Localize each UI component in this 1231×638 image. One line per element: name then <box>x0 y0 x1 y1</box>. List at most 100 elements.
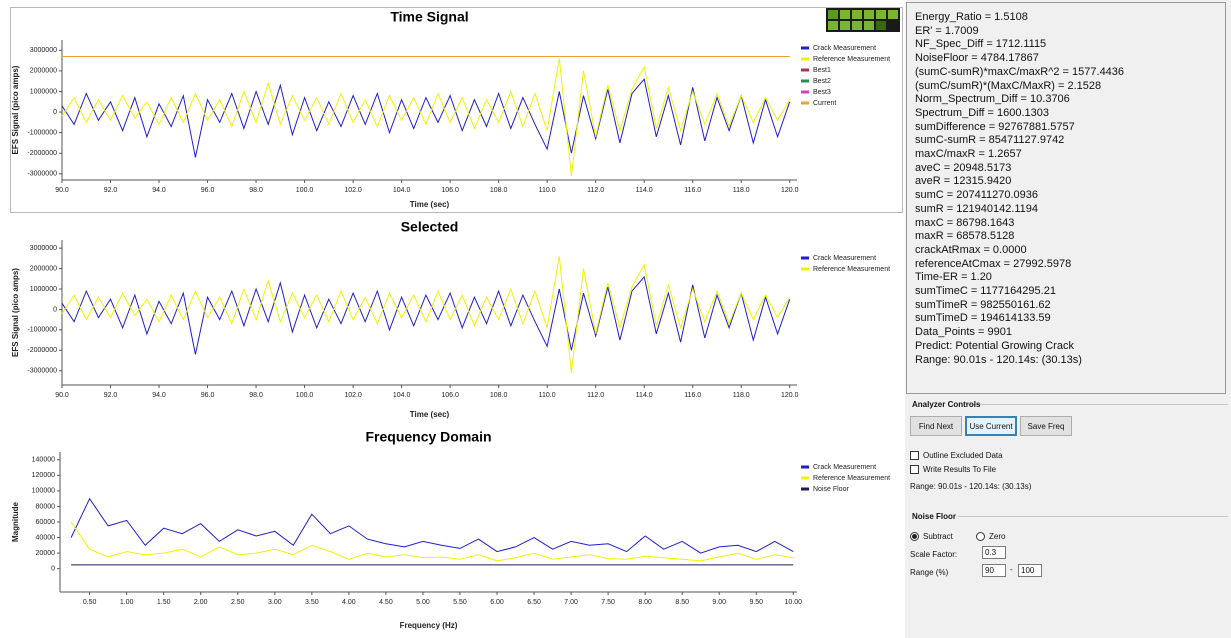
legend-label: Noise Floor <box>813 486 849 493</box>
y-tick-label: 0 <box>51 566 55 573</box>
x-tick-label: 96.0 <box>201 187 215 194</box>
x-tick-label: 96.0 <box>201 392 215 399</box>
radio[interactable] <box>910 532 919 541</box>
metric-line: sumR = 121940142.1194 <box>915 202 1039 215</box>
y-axis-label: Magnitude <box>11 501 20 542</box>
toolbar-button[interactable] <box>840 21 850 30</box>
metric-line: sumTimeD = 194614133.59 <box>915 312 1051 325</box>
x-tick-label: 90.0 <box>55 392 69 399</box>
x-tick-label: 108.0 <box>490 392 508 399</box>
x-axis-label: Time (sec) <box>410 200 450 209</box>
x-tick-label: 106.0 <box>441 187 459 194</box>
y-tick-label: 40000 <box>36 534 56 541</box>
x-tick-label: 98.0 <box>249 392 263 399</box>
metric-line: (sumC/sumR)*(MaxC/MaxR) = 2.1528 <box>915 79 1102 92</box>
toolbar-button[interactable] <box>840 10 850 19</box>
chart-title: Time Signal <box>390 9 468 25</box>
x-tick-label: 102.0 <box>344 187 362 194</box>
toolbar-button[interactable] <box>864 21 874 30</box>
toolbar-button[interactable] <box>828 10 838 19</box>
x-tick-label: 100.0 <box>296 187 314 194</box>
chart-title: Selected <box>401 219 459 235</box>
radio-row[interactable]: Subtract <box>910 532 953 541</box>
x-tick-label: 1.00 <box>120 599 134 606</box>
x-tick-label: 112.0 <box>587 187 604 194</box>
y-axis-label: EFS Signal (pico amps) <box>11 268 20 357</box>
radio-row[interactable]: Zero <box>976 532 1005 541</box>
toolbar-button[interactable] <box>888 10 898 19</box>
y-tick-label: 1000000 <box>30 286 57 293</box>
radio-label: Subtract <box>923 532 953 541</box>
x-tick-label: 7.50 <box>601 599 615 606</box>
x-tick-label: 10.00 <box>785 599 803 606</box>
y-tick-label: 1000000 <box>30 88 57 95</box>
toolbar-button[interactable] <box>828 21 838 30</box>
x-tick-label: 4.00 <box>342 599 356 606</box>
range-label: Range (%) <box>910 568 948 577</box>
y-tick-label: -1000000 <box>27 129 57 136</box>
x-tick-label: 102.0 <box>344 392 362 399</box>
x-tick-label: 92.0 <box>104 187 118 194</box>
x-tick-label: 94.0 <box>152 187 166 194</box>
range-max-input[interactable]: 100 <box>1018 564 1042 577</box>
y-tick-label: 0 <box>53 109 57 116</box>
group-line <box>966 404 1228 405</box>
x-axis-label: Frequency (Hz) <box>400 621 458 630</box>
checkbox-row[interactable]: Write Results To File <box>910 465 996 474</box>
x-tick-label: 9.50 <box>749 599 763 606</box>
range-min-input[interactable]: 90 <box>982 564 1006 577</box>
x-tick-label: 92.0 <box>104 392 118 399</box>
radio[interactable] <box>976 532 985 541</box>
toolbar-button[interactable] <box>864 10 874 19</box>
legend-label: Reference Measurement <box>813 475 890 482</box>
y-tick-label: 140000 <box>32 457 55 464</box>
x-tick-label: 6.50 <box>527 599 541 606</box>
button[interactable]: Use Current <box>965 416 1017 436</box>
x-tick-label: 114.0 <box>636 187 653 194</box>
button[interactable]: Find Next <box>910 416 962 436</box>
metric-line: sumC = 207411270.0936 <box>915 189 1039 202</box>
x-tick-label: 106.0 <box>441 392 459 399</box>
group-title: Noise Floor <box>912 512 957 521</box>
x-tick-label: 3.50 <box>305 599 319 606</box>
legend-label: Current <box>813 100 836 107</box>
toolbar-button[interactable] <box>876 21 886 30</box>
y-tick-label: -3000000 <box>27 171 57 178</box>
metric-line: Predict: Potential Growing Crack <box>915 339 1074 352</box>
scale-input[interactable]: 0.3 <box>982 546 1006 559</box>
chart-title: Frequency Domain <box>365 429 491 445</box>
checkbox[interactable] <box>910 465 919 474</box>
y-tick-label: 3000000 <box>30 47 57 54</box>
x-tick-label: 104.0 <box>393 392 411 399</box>
x-tick-label: 116.0 <box>684 187 701 194</box>
metric-line: sumTimeR = 982550161.62 <box>915 298 1051 311</box>
metric-line: Norm_Spectrum_Diff = 10.3706 <box>915 93 1070 106</box>
toolbar-button[interactable] <box>852 21 862 30</box>
metric-line: referenceAtCmax = 27992.5978 <box>915 257 1072 270</box>
checkbox-label: Outline Excluded Data <box>923 451 1003 460</box>
legend-label: Best1 <box>813 67 831 74</box>
x-tick-label: 4.50 <box>379 599 393 606</box>
range-text: Range: 90.01s - 120.14s: (30.13s) <box>910 482 1031 491</box>
toolbar[interactable] <box>826 8 900 32</box>
checkbox[interactable] <box>910 451 919 460</box>
x-tick-label: 5.00 <box>416 599 430 606</box>
y-tick-label: 20000 <box>36 550 56 557</box>
range-label: Range: 90.01s - 120.14s: (30.13s) <box>910 482 1032 491</box>
toolbar-button[interactable] <box>876 10 886 19</box>
checkbox-row[interactable]: Outline Excluded Data <box>910 451 1003 460</box>
metric-line: maxR = 68578.5128 <box>915 230 1015 243</box>
x-tick-label: 120.0 <box>781 392 799 399</box>
x-tick-label: 6.00 <box>490 599 504 606</box>
x-tick-label: 120.0 <box>781 187 799 194</box>
x-tick-label: 118.0 <box>733 392 750 399</box>
metric-line: sumDifference = 92767881.5757 <box>915 120 1075 133</box>
legend-label: Reference Measurement <box>813 266 890 273</box>
x-tick-label: 2.50 <box>231 599 245 606</box>
y-axis-label: EFS Signal (pico amps) <box>11 65 20 154</box>
toolbar-background <box>826 8 900 32</box>
toolbar-button[interactable] <box>852 10 862 19</box>
range-separator: - <box>1010 565 1013 574</box>
button[interactable]: Save Freq <box>1020 416 1072 436</box>
legend-label: Best2 <box>813 78 831 85</box>
